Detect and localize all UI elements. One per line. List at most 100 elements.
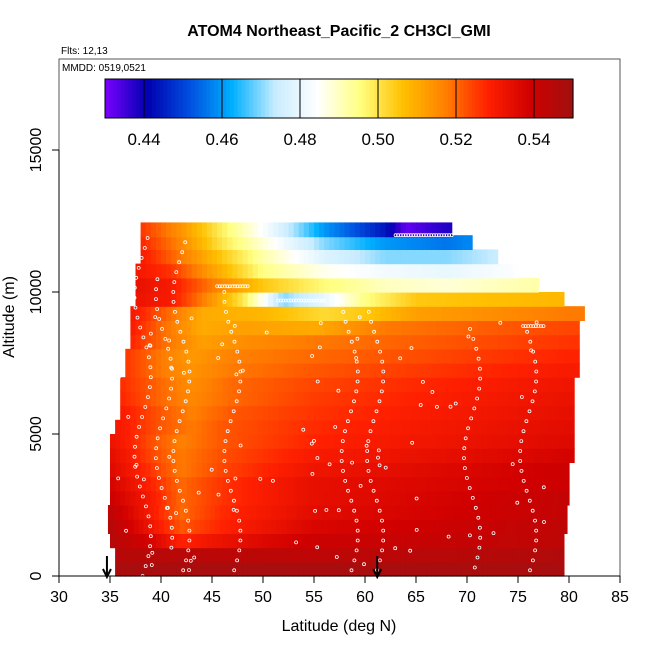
curtain-cell [140,306,147,321]
curtain-cell [176,547,182,563]
curtain-cell [380,561,386,577]
curtain-cell [405,391,412,407]
track-point [229,329,234,334]
curtain-cell [257,363,264,378]
curtain-cell [357,505,364,520]
colorbar-swatch [225,79,231,118]
curtain-cell [490,505,497,520]
curtain-cell [308,235,315,250]
curtain-cell [416,462,422,478]
track-point [315,456,320,460]
curtain-cell [206,419,213,435]
curtain-cell [410,561,417,577]
curtain-cell [324,419,330,435]
curtain-cell [125,533,131,549]
curtain-cell [436,448,443,463]
track-point [225,429,230,434]
track-point [134,275,139,280]
curtain-cell [283,235,290,250]
curtain-cell [431,263,437,279]
curtain-cell [398,519,405,534]
curtain-cell [395,434,402,449]
colorbar-swatch [456,79,461,118]
curtain-cell [232,419,239,435]
curtain-cell [237,462,244,478]
curtain-cell [222,292,228,307]
colorbar-swatch [358,79,363,118]
track-point [177,260,182,265]
curtain-cell [252,490,259,506]
curtain-cell [431,561,437,577]
curtain-cell [283,306,290,321]
curtain-cell [487,434,494,449]
x-tick-label: 70 [458,589,476,606]
curtain-cell [543,405,550,421]
curtain-cell [201,490,208,506]
curtain-cell [485,519,492,534]
curtain-cell [558,490,565,506]
colorbar-swatch [210,79,215,118]
curtain-cell [314,235,320,250]
colorbar-swatch [467,79,473,118]
curtain-cell [426,306,432,321]
track-point [186,518,191,523]
curtain-cell [436,547,443,563]
curtain-cell [186,490,193,506]
curtain-cell [354,462,361,478]
curtain-cell [444,519,451,534]
curtain-cell [145,334,152,350]
curtain-cell [354,377,361,392]
curtain-cell [268,405,274,421]
curtain-cell [283,476,290,492]
curtain-cell [171,547,177,563]
curtain-cell [446,561,453,577]
curtain-cell [206,334,213,350]
curtain-cell [515,505,522,520]
curtain-cell [230,519,237,534]
track-point [408,233,413,238]
curtain-cell [191,434,198,449]
curtain-cell [329,348,335,364]
curtain-cell [416,235,422,250]
curtain-cell [380,476,386,492]
curtain-cell [113,505,119,520]
curtain-cell [176,533,182,549]
curtain-cell [538,363,545,378]
curtain-cell [410,292,417,307]
curtain-cell [410,320,417,336]
curtain-cell [176,363,182,378]
curtain-cell [337,505,344,520]
curtain-cell [191,363,198,378]
curtain-cell [319,490,325,506]
curtain-cell [337,519,344,534]
curtain-cell [507,277,514,293]
curtain-cell [140,448,147,463]
curtain-cell [385,292,392,307]
curtain-cell [359,547,366,563]
curtain-cell [115,490,121,506]
curtain-cell [421,235,427,250]
curtain-cell [314,490,320,506]
curtain-cell [120,462,126,478]
curtain-cell [472,448,478,463]
curtain-cell [171,348,177,364]
curtain-cell [349,490,356,506]
curtain-cell [145,363,152,378]
curtain-cell [467,348,473,364]
curtain-cell [130,561,137,577]
curtain-cell [257,263,264,279]
curtain-cell [482,419,488,435]
curtain-cell [308,306,315,321]
curtain-cell [380,292,386,307]
colorbar-swatch [370,79,375,118]
curtain-cell [426,533,432,549]
curtain-cell [563,419,570,435]
curtain-cell [293,334,300,350]
curtain-cell [482,476,488,492]
curtain-cell [339,263,346,279]
curtain-cell [181,306,188,321]
curtain-cell [308,222,315,238]
curtain-cell [502,334,509,350]
curtain-cell [436,363,443,378]
track-point [192,555,197,560]
